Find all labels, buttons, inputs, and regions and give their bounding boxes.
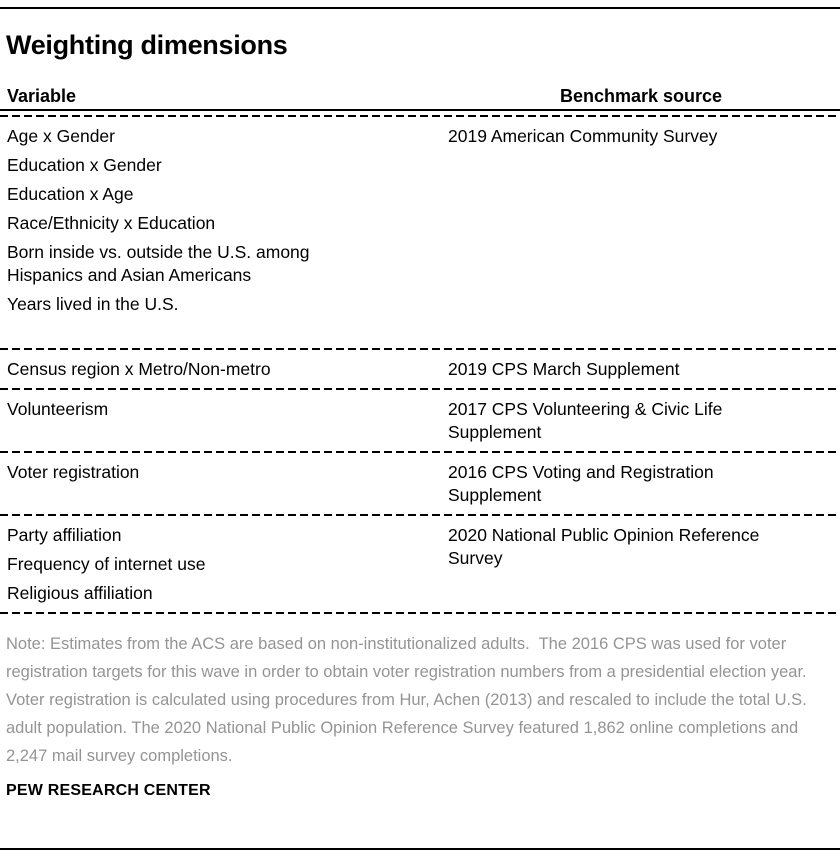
header-dashed-separator: [0, 115, 840, 117]
benchmark-cell: 2020 National Public Opinion Reference S…: [448, 524, 834, 605]
column-header-benchmark-source: Benchmark source: [559, 86, 723, 107]
benchmark-cell: 2019 American Community Survey: [448, 125, 834, 316]
table-row: Party affiliation Frequency of internet …: [0, 516, 840, 614]
variable-item: Education x Gender: [7, 154, 162, 175]
table-header-row: Variable Benchmark source: [0, 86, 840, 112]
benchmark-source: 2017 CPS Volunteering & Civic Life Suppl…: [448, 398, 723, 442]
pew-research-center-wordmark: PEW RESEARCH CENTER: [6, 781, 211, 799]
variable-item: Race/Ethnicity x Education: [7, 212, 216, 233]
benchmark-cell: 2019 CPS March Supplement: [448, 358, 834, 381]
variable-item: Religious affiliation: [7, 582, 153, 603]
variable-item: Age x Gender: [7, 125, 115, 146]
variable-item: Voter registration: [7, 461, 140, 482]
benchmark-source: 2016 CPS Voting and Registration Supplem…: [448, 461, 714, 505]
variable-item: Census region x Metro/Non-metro: [7, 358, 271, 379]
table-row: Age x Gender Education x Gender Educatio…: [0, 117, 840, 350]
weighting-dimensions-table: Variable Benchmark source Age x Gender E…: [0, 86, 840, 614]
variable-item: Education x Age: [7, 183, 134, 204]
variable-item: Born inside vs. outside the U.S. among H…: [7, 241, 310, 285]
table-row: Census region x Metro/Non-metro 2019 CPS…: [0, 350, 840, 390]
benchmark-cell: 2017 CPS Volunteering & Civic Life Suppl…: [448, 398, 834, 444]
variable-cell: Age x Gender Education x Gender Educatio…: [7, 125, 448, 316]
variable-item: Frequency of internet use: [7, 553, 206, 574]
benchmark-source: 2019 American Community Survey: [448, 125, 718, 146]
table-row: Volunteerism 2017 CPS Volunteering & Civ…: [0, 390, 840, 453]
page-title: Weighting dimensions: [6, 30, 288, 60]
benchmark-source: 2019 CPS March Supplement: [448, 358, 680, 379]
top-rule: [0, 7, 840, 9]
table-note: Note: Estimates from the ACS are based o…: [6, 634, 812, 765]
column-header-variable: Variable: [7, 86, 77, 107]
variable-item: Volunteerism: [7, 398, 109, 419]
variable-item: Party affiliation: [7, 524, 122, 545]
variable-item: Years lived in the U.S.: [7, 293, 179, 314]
variable-cell: Voter registration: [7, 461, 448, 507]
benchmark-cell: 2016 CPS Voting and Registration Supplem…: [448, 461, 834, 507]
bottom-rule: [0, 848, 840, 850]
table-row: Voter registration 2016 CPS Voting and R…: [0, 453, 840, 516]
variable-cell: Census region x Metro/Non-metro: [7, 358, 448, 381]
variable-cell: Volunteerism: [7, 398, 448, 444]
benchmark-source: 2020 National Public Opinion Reference S…: [448, 524, 760, 568]
variable-cell: Party affiliation Frequency of internet …: [7, 524, 448, 605]
